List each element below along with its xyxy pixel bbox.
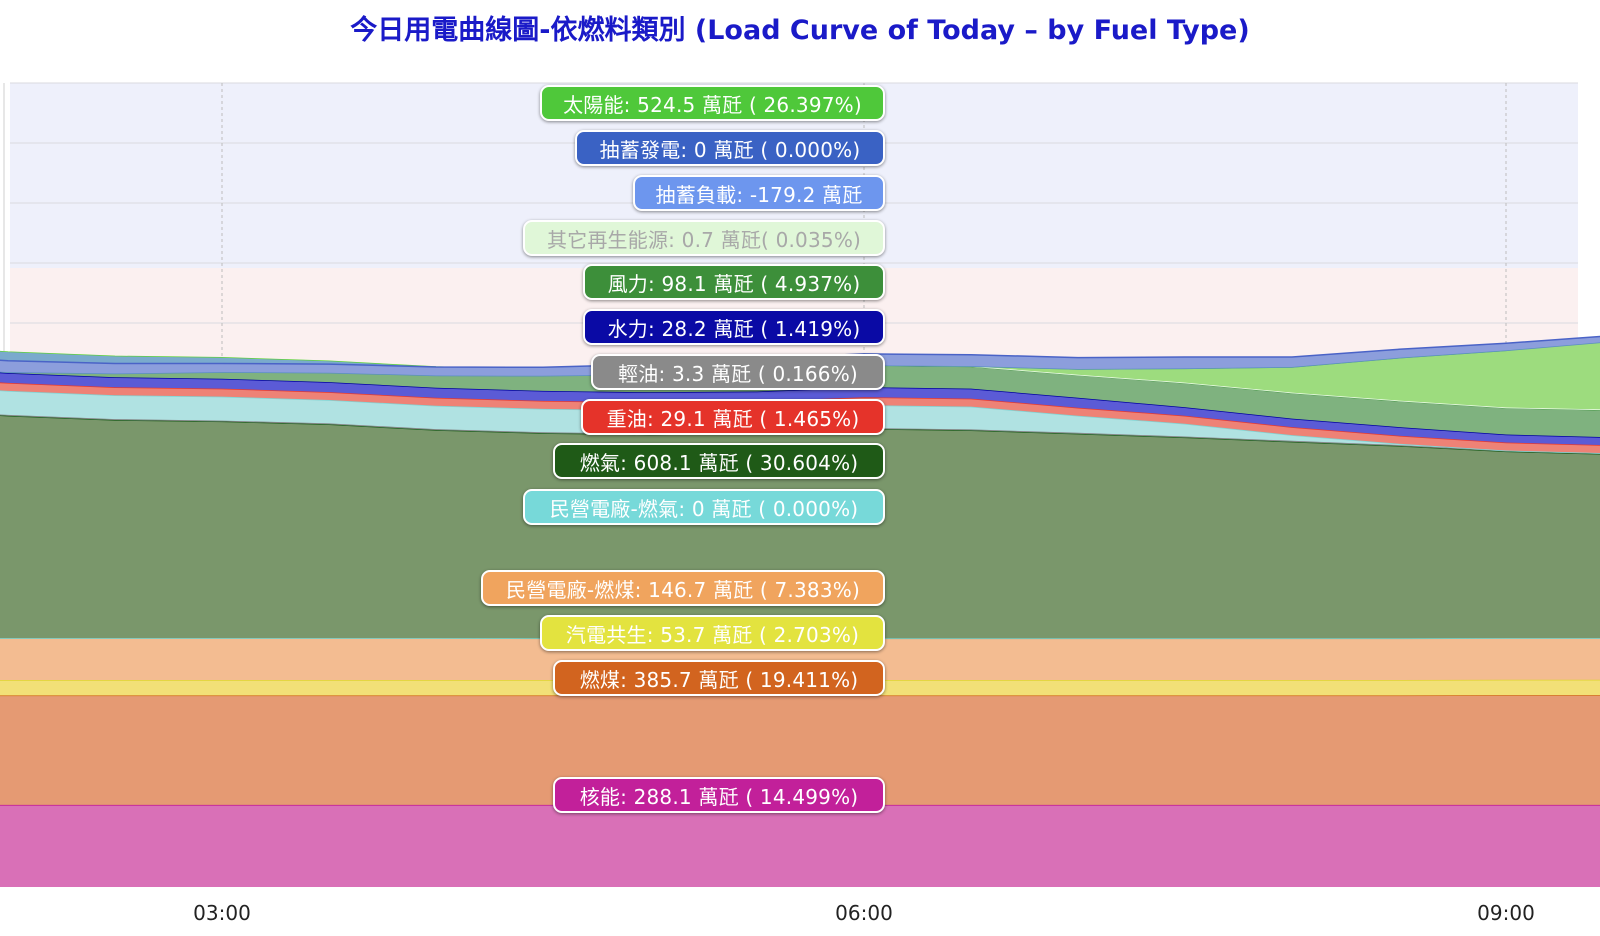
x-tick-label: 03:00 <box>193 901 251 925</box>
tooltip-ipp_gas: 民營電廠-燃氣: 0 萬瓩 ( 0.000%) <box>523 489 885 525</box>
tooltip-solar: 太陽能: 524.5 萬瓩 ( 26.397%) <box>540 85 885 121</box>
area-fuel_oil <box>0 382 1600 454</box>
line-gas <box>0 414 1600 455</box>
chart-title: 今日用電曲線圖-依燃料類別 (Load Curve of Today – by … <box>350 15 1250 46</box>
area-series-group <box>0 335 1600 887</box>
tooltip-pumped_gen: 抽蓄發電: 0 萬瓩 ( 0.000%) <box>575 130 885 166</box>
tooltip-cogen: 汽電共生: 53.7 萬瓩 ( 2.703%) <box>540 615 885 651</box>
tooltip-gas: 燃氣: 608.1 萬瓩 ( 30.604%) <box>553 443 885 479</box>
x-tick-label: 06:00 <box>835 901 893 925</box>
area-pumped_gen <box>0 336 1600 376</box>
tooltip-nuclear: 核能: 288.1 萬瓩 ( 14.499%) <box>553 777 885 813</box>
area-hydro <box>0 372 1600 446</box>
x-tick-label: 09:00 <box>1477 901 1535 925</box>
area-solar <box>0 337 1600 410</box>
area-gas <box>0 415 1600 639</box>
area-ipp_coal <box>0 638 1600 680</box>
tooltip-fuel_oil: 重油: 29.1 萬瓩 ( 1.465%) <box>581 399 885 435</box>
area-coal <box>0 695 1600 805</box>
tooltip-other_renew: 其它再生能源: 0.7 萬瓩( 0.035%) <box>523 220 885 256</box>
line-pumped_gen <box>0 335 1600 369</box>
tooltip-coal: 燃煤: 385.7 萬瓩 ( 19.411%) <box>553 660 885 696</box>
tooltip-wind: 風力: 98.1 萬瓩 ( 4.937%) <box>583 264 885 300</box>
line-fuel_oil <box>0 381 1600 446</box>
tooltip-ipp_coal: 民營電廠-燃煤: 146.7 萬瓩 ( 7.383%) <box>481 570 885 606</box>
area-nuclear <box>0 804 1600 887</box>
tooltip-hydro: 水力: 28.2 萬瓩 ( 1.419%) <box>583 309 885 345</box>
tooltip-diesel: 輕油: 3.3 萬瓩 ( 0.166%) <box>591 354 885 390</box>
line-hydro <box>0 371 1600 438</box>
tooltip-pumped_load: 抽蓄負載: -179.2 萬瓩 <box>633 175 885 211</box>
